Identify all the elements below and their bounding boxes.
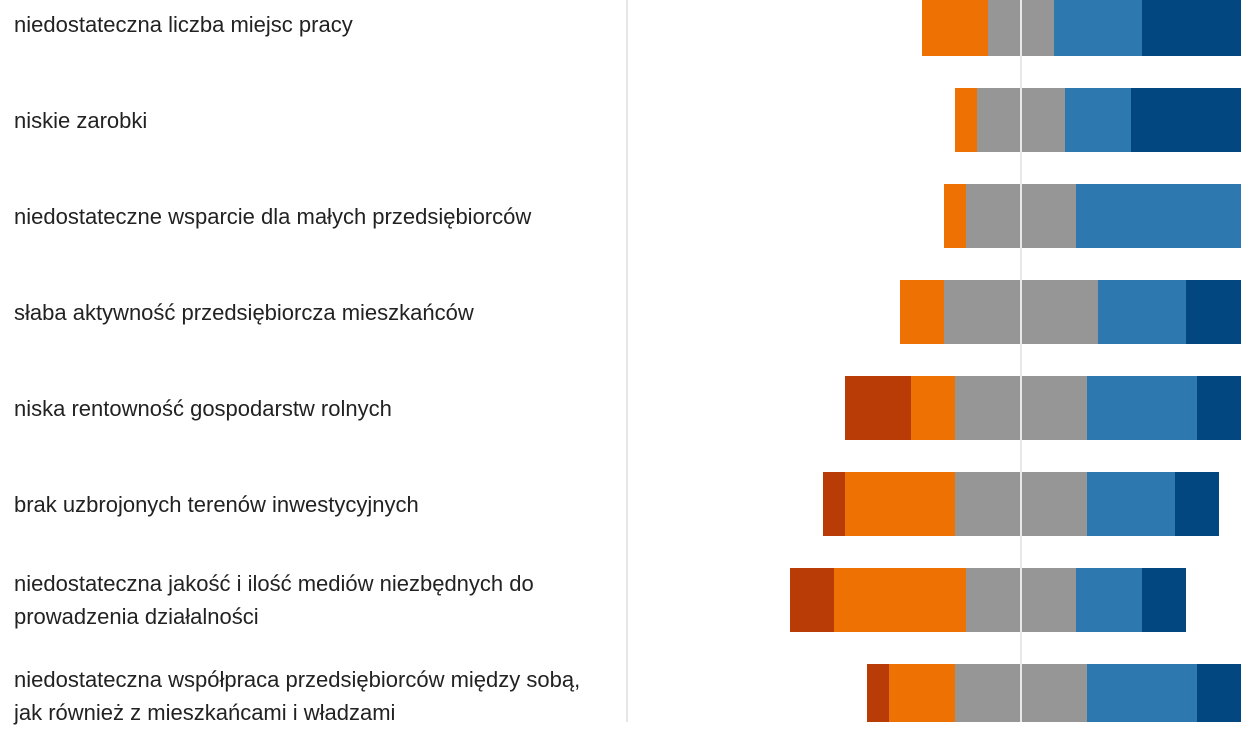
category-label: słaba aktywność przedsiębiorcza mieszkań… bbox=[14, 299, 474, 325]
bar-segment bbox=[1131, 88, 1241, 152]
bar-segment bbox=[900, 280, 944, 344]
category-label: brak uzbrojonych terenów inwestycyjnych bbox=[14, 491, 419, 517]
category-label: niskie zarobki bbox=[14, 107, 148, 133]
bar-segment bbox=[1087, 376, 1197, 440]
bar-segment bbox=[1076, 568, 1142, 632]
bar-segment bbox=[1054, 0, 1142, 56]
bar-segment bbox=[1186, 280, 1241, 344]
bar-segment bbox=[1076, 184, 1241, 248]
bar-segment bbox=[1065, 88, 1131, 152]
category-label: niska rentowność gospodarstw rolnych bbox=[14, 395, 392, 421]
bar-segment bbox=[1197, 664, 1241, 722]
category-label: niedostateczna jakość i ilość mediów nie… bbox=[14, 571, 534, 629]
bar-segment bbox=[922, 0, 988, 56]
bar-segment bbox=[1087, 664, 1197, 722]
bar-segment bbox=[790, 568, 834, 632]
bar-segment bbox=[823, 472, 845, 536]
category-label: niedostateczna liczba miejsc pracy bbox=[14, 11, 353, 37]
divider bbox=[626, 0, 628, 722]
bar-segment bbox=[867, 664, 889, 722]
chart bbox=[790, 0, 1241, 722]
bar-segment bbox=[955, 88, 977, 152]
bar-segment bbox=[911, 376, 955, 440]
bar-segment bbox=[1087, 472, 1175, 536]
bar-segment bbox=[889, 664, 955, 722]
bar-segment bbox=[1175, 472, 1219, 536]
category-label: niedostateczna współpraca przedsiębiorcó… bbox=[14, 667, 581, 725]
bar-segment bbox=[1197, 376, 1241, 440]
page: {"chart_data": {"type": "diverging-stack… bbox=[14, 0, 1241, 725]
bar-segment bbox=[1142, 0, 1241, 56]
bar-segment bbox=[845, 376, 911, 440]
bar-segment bbox=[1142, 568, 1186, 632]
bar-segment bbox=[944, 184, 966, 248]
bar-segment bbox=[834, 568, 966, 632]
bar-segment bbox=[845, 472, 955, 536]
bar-segment bbox=[1098, 280, 1186, 344]
category-label: niedostateczne wsparcie dla małych przed… bbox=[14, 203, 532, 229]
